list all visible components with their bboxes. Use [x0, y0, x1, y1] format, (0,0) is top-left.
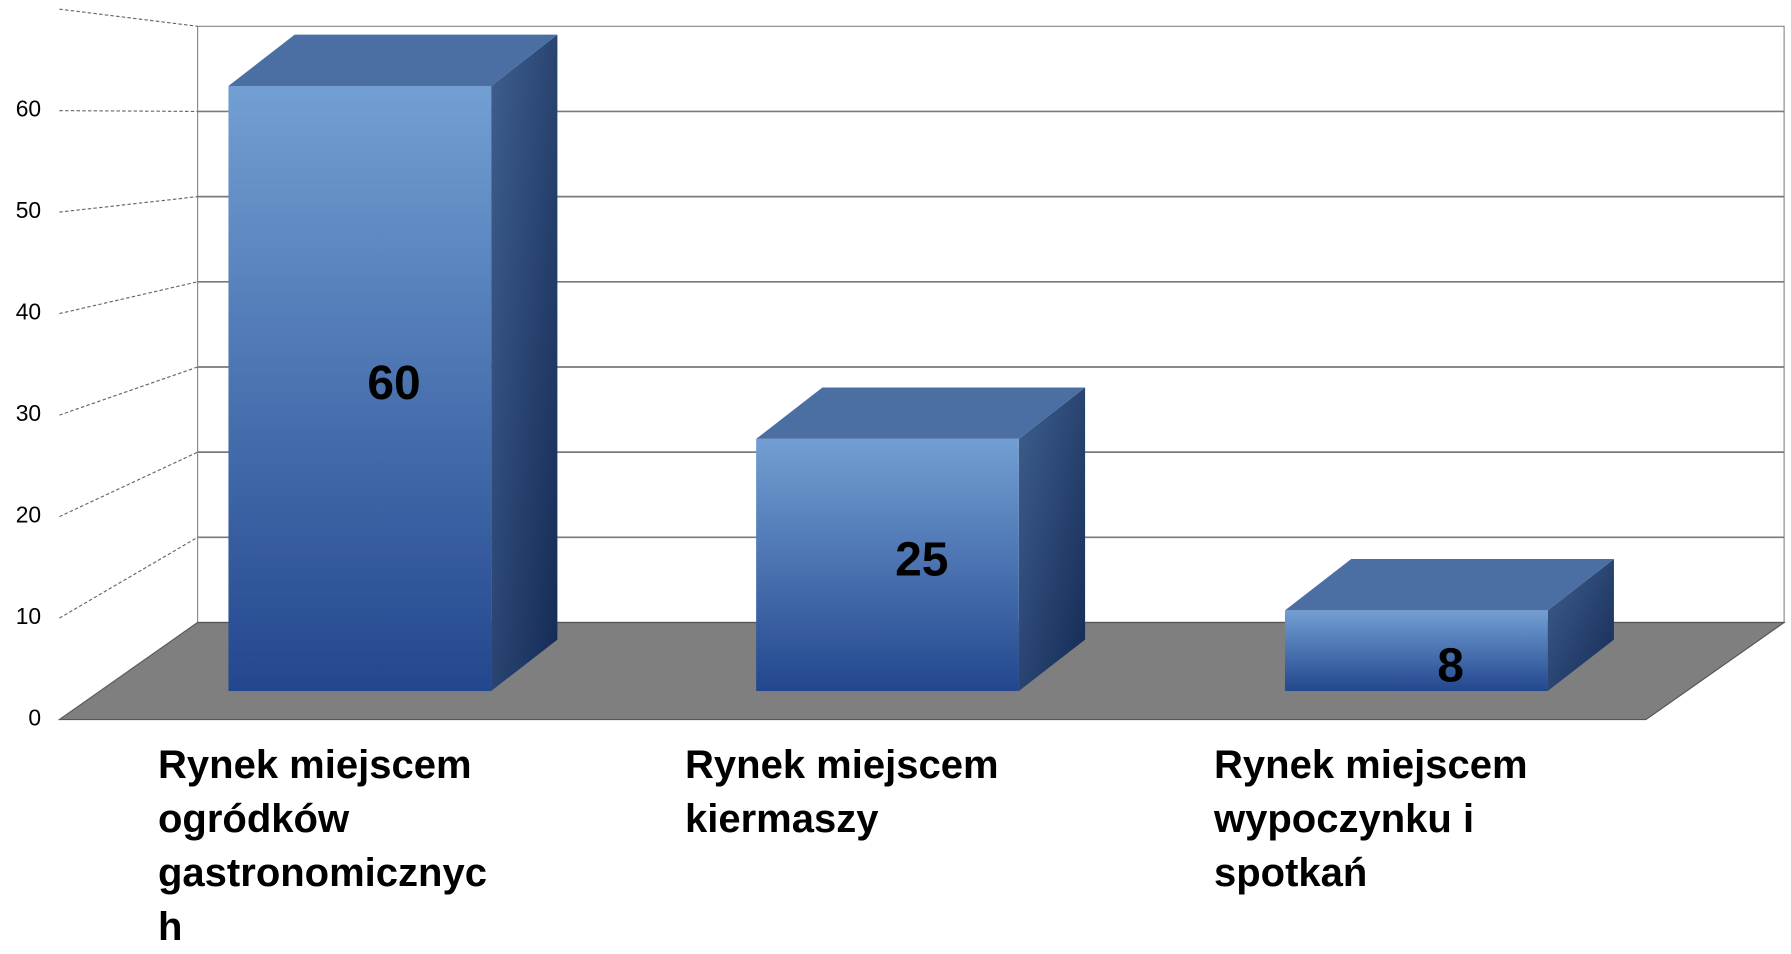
value-label: 25: [895, 533, 948, 586]
side-grid-line: [59, 366, 198, 416]
bar: [228, 85, 492, 692]
x-tick-label: Rynek miejscem kiermaszy: [685, 743, 999, 841]
bar-top: [756, 387, 1086, 439]
value-label: 8: [1437, 640, 1464, 693]
y-tick-label: 20: [16, 502, 41, 528]
bar-side: [491, 34, 558, 692]
bar-top: [1284, 558, 1614, 611]
bar: [1284, 610, 1548, 692]
bar-side: [1018, 387, 1086, 692]
side-grid-line: [59, 196, 198, 213]
y-tick-label: 0: [28, 705, 41, 731]
plot-area: 0 10 20 30 40 50 60 60 25 8: [16, 8, 1786, 731]
bar-top: [228, 34, 558, 86]
y-tick-label: 60: [16, 96, 41, 122]
wall-top-edge: [59, 8, 198, 27]
y-tick-label: 30: [16, 400, 41, 426]
y-tick-label: 10: [16, 603, 41, 629]
chart: 0 10 20 30 40 50 60 60 25 8: [16, 8, 1786, 731]
bar-side: [1547, 558, 1614, 692]
side-grid-line: [59, 110, 198, 113]
value-label: 60: [367, 357, 420, 410]
y-tick-label: 40: [16, 299, 41, 325]
bar: [756, 438, 1019, 692]
side-grid-line: [59, 281, 198, 315]
side-grid-line: [59, 451, 198, 518]
y-tick-label: 50: [16, 197, 41, 223]
side-grid-line: [59, 536, 198, 619]
x-tick-label: Rynek miejscem wypoczynku i spotkań: [1214, 743, 1528, 895]
x-tick-label: Rynek miejscem ogródków gastronomicznych: [158, 743, 487, 949]
page: {"chart_data": {"type": "bar3d", "catego…: [15, 8, 1786, 949]
